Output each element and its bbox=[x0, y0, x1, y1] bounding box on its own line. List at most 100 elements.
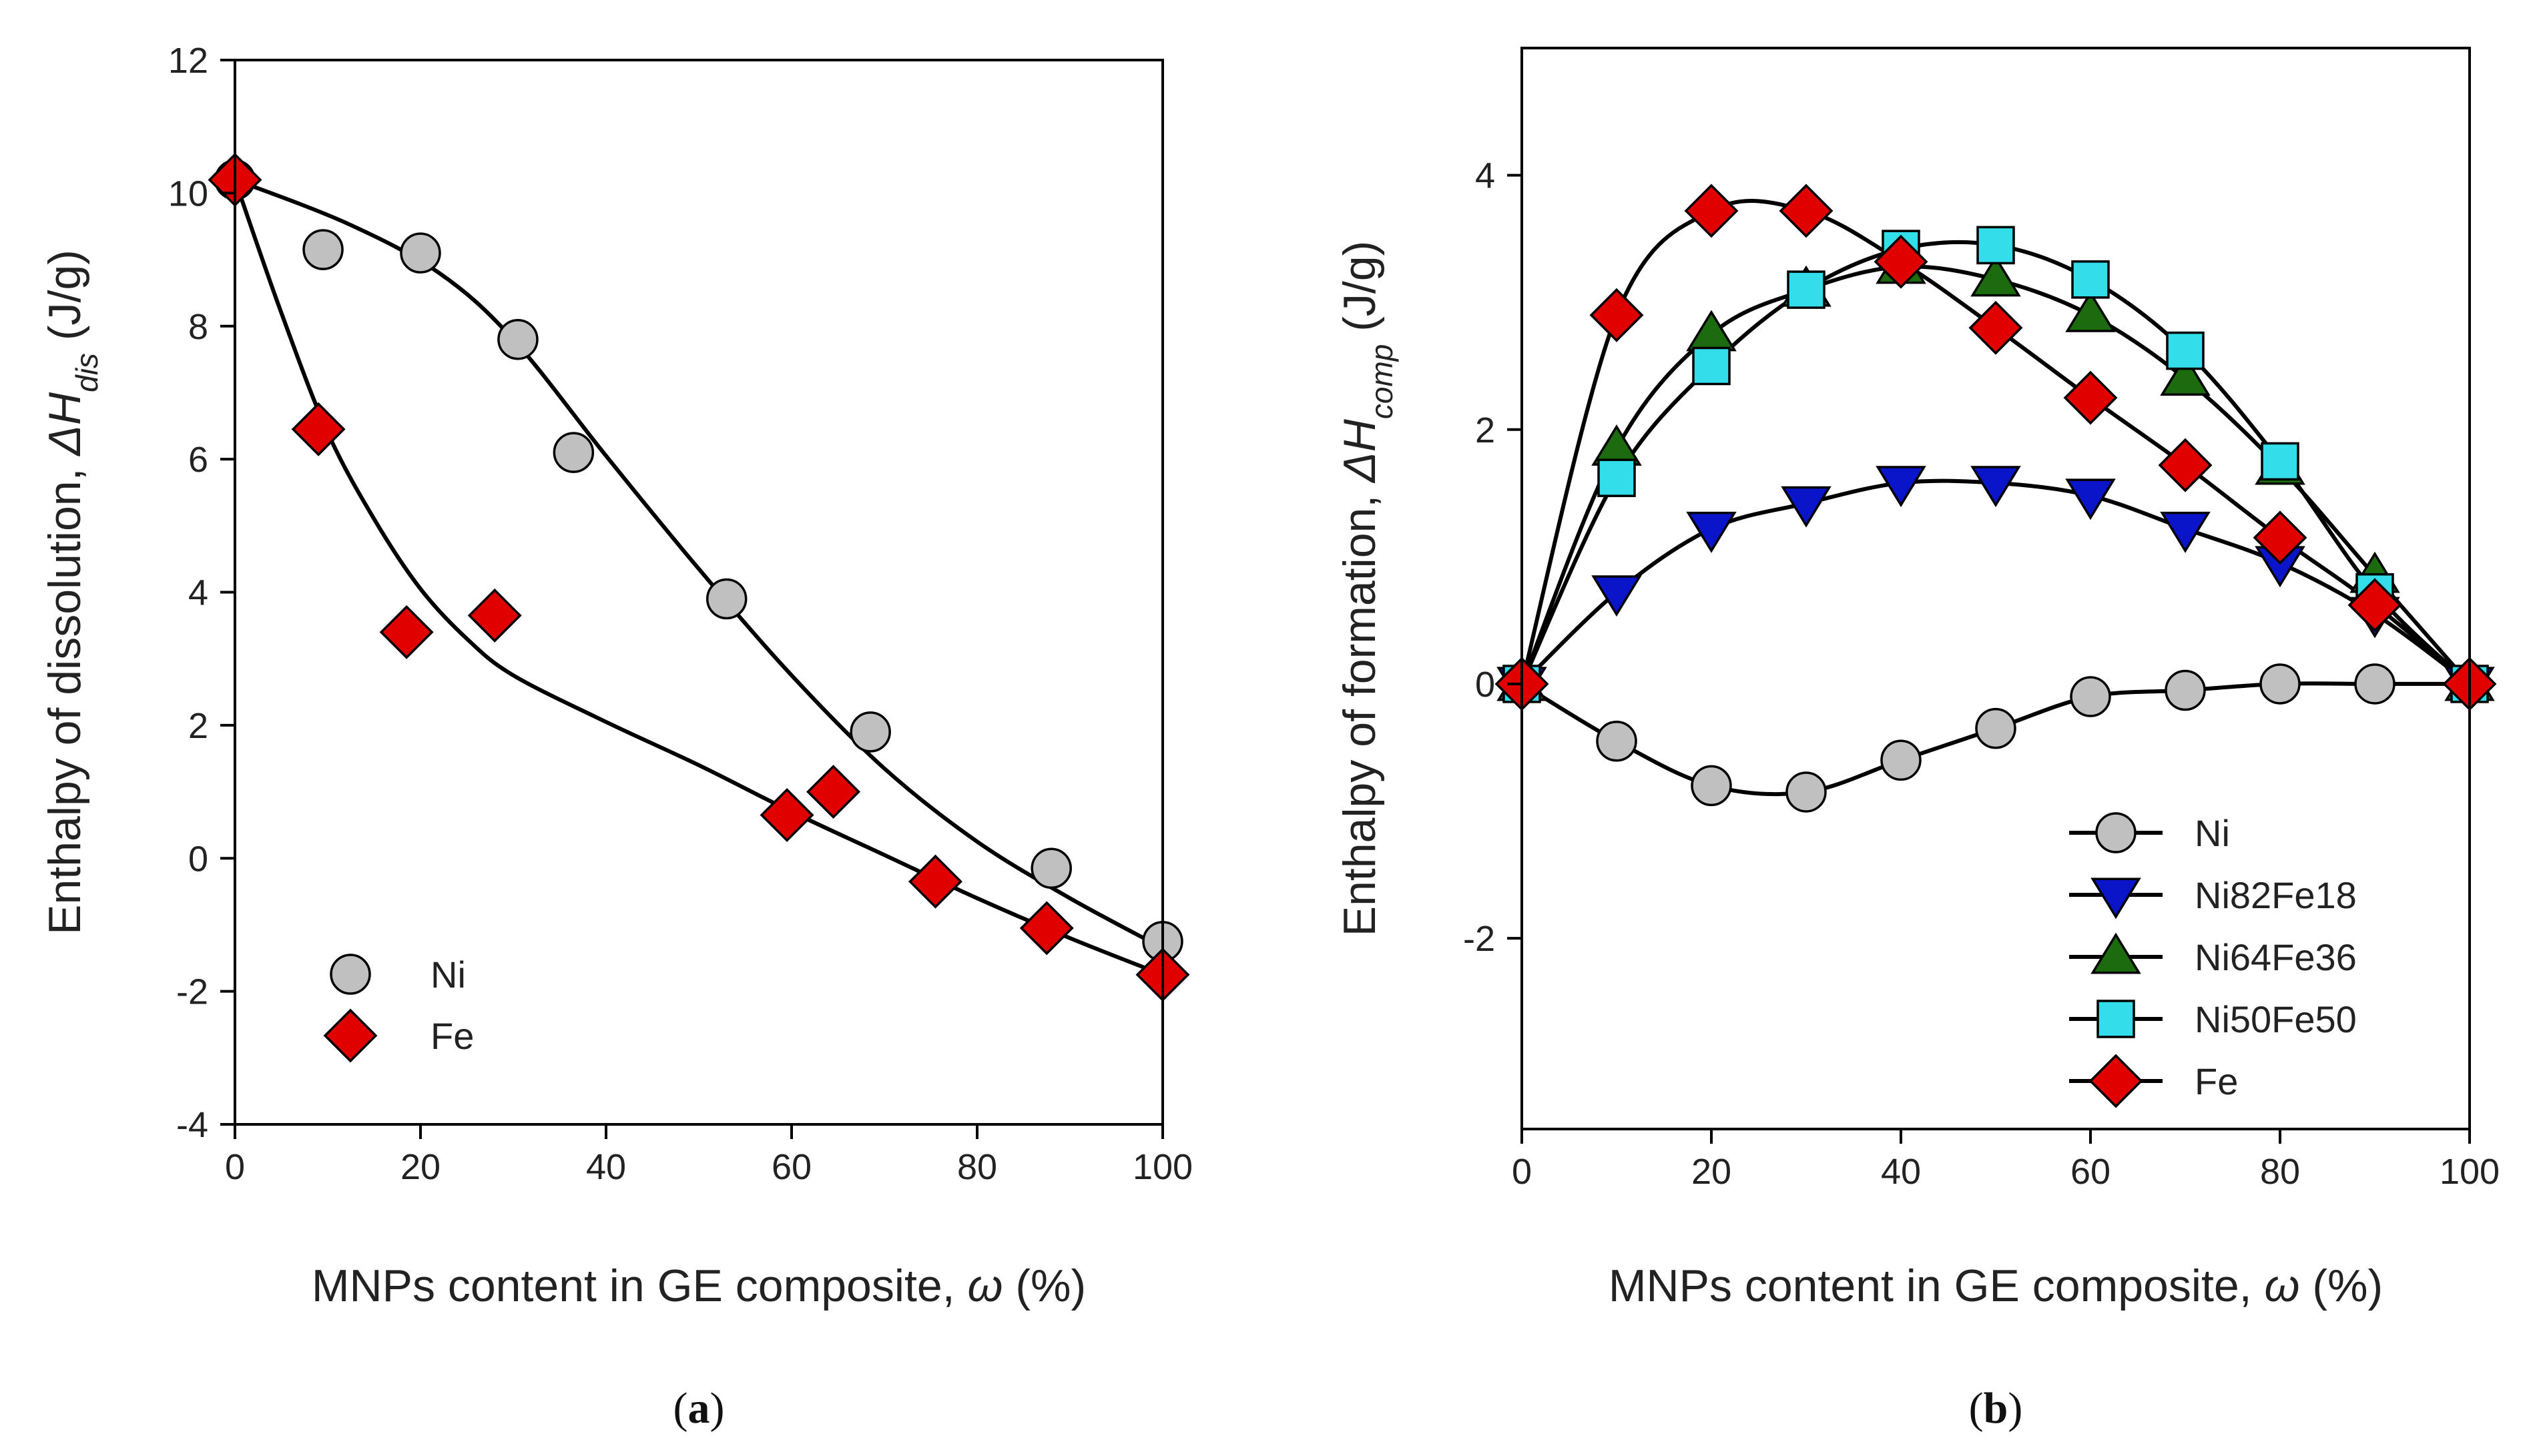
x-axis-label-b: MNPs content in GE composite, ω (%) bbox=[1609, 1260, 2383, 1311]
y-ticks-b: -2 0 2 4 bbox=[1463, 156, 1522, 959]
legend-label-ni: Ni bbox=[431, 954, 466, 996]
data-point-fe bbox=[1589, 288, 1644, 342]
data-points-a bbox=[208, 152, 1190, 1002]
x-tick-label: 60 bbox=[772, 1147, 812, 1187]
x-tick-label: 80 bbox=[957, 1147, 997, 1187]
y-tick-label: 10 bbox=[168, 173, 208, 214]
data-point-fe bbox=[806, 765, 861, 819]
series-line-fe bbox=[233, 179, 1164, 977]
y-tick-label: 8 bbox=[188, 307, 208, 347]
legend-label-ni82fe18: Ni82Fe18 bbox=[2195, 874, 2357, 916]
data-point-fe bbox=[2063, 370, 2118, 425]
legend-marker-fe bbox=[323, 1008, 378, 1063]
data-point-fe bbox=[760, 787, 814, 842]
data-point-ni bbox=[1785, 771, 1827, 813]
legend-marker-ni50fe50 bbox=[2096, 1000, 2135, 1038]
x-tick-label: 0 bbox=[1512, 1152, 1532, 1192]
x-tick-label: 0 bbox=[225, 1147, 245, 1187]
data-point-ni bbox=[2070, 676, 2111, 717]
legend-b: Ni Ni82Fe18 Ni64Fe36 Ni50Fe50 Fe bbox=[2069, 812, 2357, 1108]
panel-label-a: (a) bbox=[673, 1384, 725, 1433]
data-point-ni82fe18 bbox=[2160, 511, 2211, 553]
x-tick-label: 100 bbox=[2440, 1152, 2500, 1192]
data-point-ni50fe50 bbox=[1597, 458, 1636, 497]
legend-a: Ni Fe bbox=[323, 954, 474, 1063]
y-tick-label: 2 bbox=[1475, 410, 1495, 450]
y-tick-label: -2 bbox=[176, 972, 208, 1012]
data-point-ni bbox=[706, 578, 748, 620]
data-point-ni bbox=[302, 229, 344, 270]
data-point-ni bbox=[400, 232, 441, 274]
fit-lines-a bbox=[233, 177, 1164, 977]
y-tick-label: 6 bbox=[188, 440, 208, 480]
panel-label-b: (b) bbox=[1969, 1384, 2023, 1433]
x-tick-label: 80 bbox=[2260, 1152, 2300, 1192]
chart-panel-b: 0 20 40 60 80 100 -2 0 2 4 Ni Ni82Fe18 Ni64Fe36 Ni5… bbox=[1334, 47, 2500, 1433]
data-point-ni bbox=[1975, 707, 2016, 749]
data-point-ni bbox=[1691, 765, 1732, 807]
y-tick-label: 0 bbox=[188, 839, 208, 879]
data-point-ni82fe18 bbox=[1970, 466, 2021, 508]
y-tick-label: 2 bbox=[188, 706, 208, 746]
x-tick-label: 20 bbox=[1691, 1152, 1731, 1192]
plot-frame-b bbox=[1520, 47, 2471, 1130]
data-point-ni50fe50 bbox=[2071, 260, 2110, 299]
x-tick-label: 60 bbox=[2070, 1152, 2111, 1192]
data-point-ni bbox=[497, 318, 539, 360]
chart-panel-a: 0 20 40 60 80 100 -4 -2 0 2 4 6 8 10 12 Ni Fe MNPs con… bbox=[39, 41, 1193, 1433]
legend-label-fe: Fe bbox=[2195, 1060, 2238, 1102]
y-axis-label-a: Enthalpy of dissolution, ΔHdis (J/g) bbox=[39, 250, 104, 935]
data-point-ni82fe18 bbox=[1876, 466, 1926, 508]
legend-label-fe: Fe bbox=[431, 1015, 474, 1057]
data-point-ni50fe50 bbox=[1787, 270, 1825, 309]
x-tick-label: 20 bbox=[400, 1147, 441, 1187]
y-tick-label: 0 bbox=[1475, 665, 1495, 705]
y-ticks-a: -4 -2 0 2 4 6 8 10 12 bbox=[168, 41, 235, 1145]
x-tick-label: 40 bbox=[1881, 1152, 1921, 1192]
legend-label-ni: Ni bbox=[2195, 812, 2230, 854]
data-point-fe bbox=[291, 402, 346, 456]
data-point-ni bbox=[2165, 669, 2206, 711]
y-tick-label: 12 bbox=[168, 41, 208, 81]
data-point-ni50fe50 bbox=[2261, 442, 2299, 481]
legend-marker-ni82fe18 bbox=[2090, 877, 2141, 920]
data-point-fe bbox=[1779, 184, 1834, 238]
x-ticks-b: 0 20 40 60 80 100 bbox=[1512, 1129, 2500, 1192]
data-point-fe bbox=[2158, 438, 2213, 492]
y-tick-label: 4 bbox=[1475, 156, 1495, 196]
legend-marker-ni64fe36 bbox=[2090, 932, 2141, 974]
plot-frame-a bbox=[234, 59, 1164, 1126]
legend-marker-ni bbox=[330, 954, 371, 995]
legend-marker-ni bbox=[2095, 812, 2137, 853]
data-point-fe bbox=[379, 605, 434, 659]
data-point-ni64fe36 bbox=[1686, 310, 1737, 352]
x-ticks-a: 0 20 40 60 80 100 bbox=[225, 1124, 1193, 1187]
series-line-ni bbox=[234, 177, 1164, 950]
data-point-fe bbox=[1874, 234, 1928, 289]
y-tick-label: 4 bbox=[188, 573, 208, 613]
data-point-ni64fe36 bbox=[2065, 290, 2116, 332]
data-point-ni bbox=[1031, 847, 1072, 889]
data-point-fe bbox=[2253, 510, 2307, 565]
data-point-fe bbox=[1968, 300, 2023, 355]
data-point-ni50fe50 bbox=[2166, 331, 2205, 370]
data-point-ni82fe18 bbox=[1781, 486, 1832, 528]
data-point-ni bbox=[850, 711, 891, 753]
data-point-ni82fe18 bbox=[1591, 575, 1642, 617]
data-point-fe bbox=[2347, 578, 2402, 633]
data-point-fe bbox=[1684, 184, 1739, 238]
data-point-ni bbox=[553, 432, 595, 473]
x-tick-label: 40 bbox=[586, 1147, 626, 1187]
data-point-fe bbox=[467, 588, 522, 643]
data-point-ni bbox=[1880, 739, 1922, 781]
data-point-ni50fe50 bbox=[1976, 226, 2015, 265]
series-line-ni82fe18 bbox=[1520, 478, 2471, 686]
y-tick-label: -2 bbox=[1463, 919, 1495, 959]
y-axis-label-b: Enthalpy of formation, ΔHcomp (J/g) bbox=[1334, 241, 1399, 937]
x-tick-label: 100 bbox=[1133, 1147, 1193, 1187]
data-point-ni bbox=[2259, 663, 2301, 705]
data-point-fe bbox=[1019, 901, 1074, 956]
data-point-ni82fe18 bbox=[2065, 478, 2116, 520]
data-point-ni64fe36 bbox=[2160, 354, 2211, 396]
data-point-ni82fe18 bbox=[1686, 511, 1737, 553]
